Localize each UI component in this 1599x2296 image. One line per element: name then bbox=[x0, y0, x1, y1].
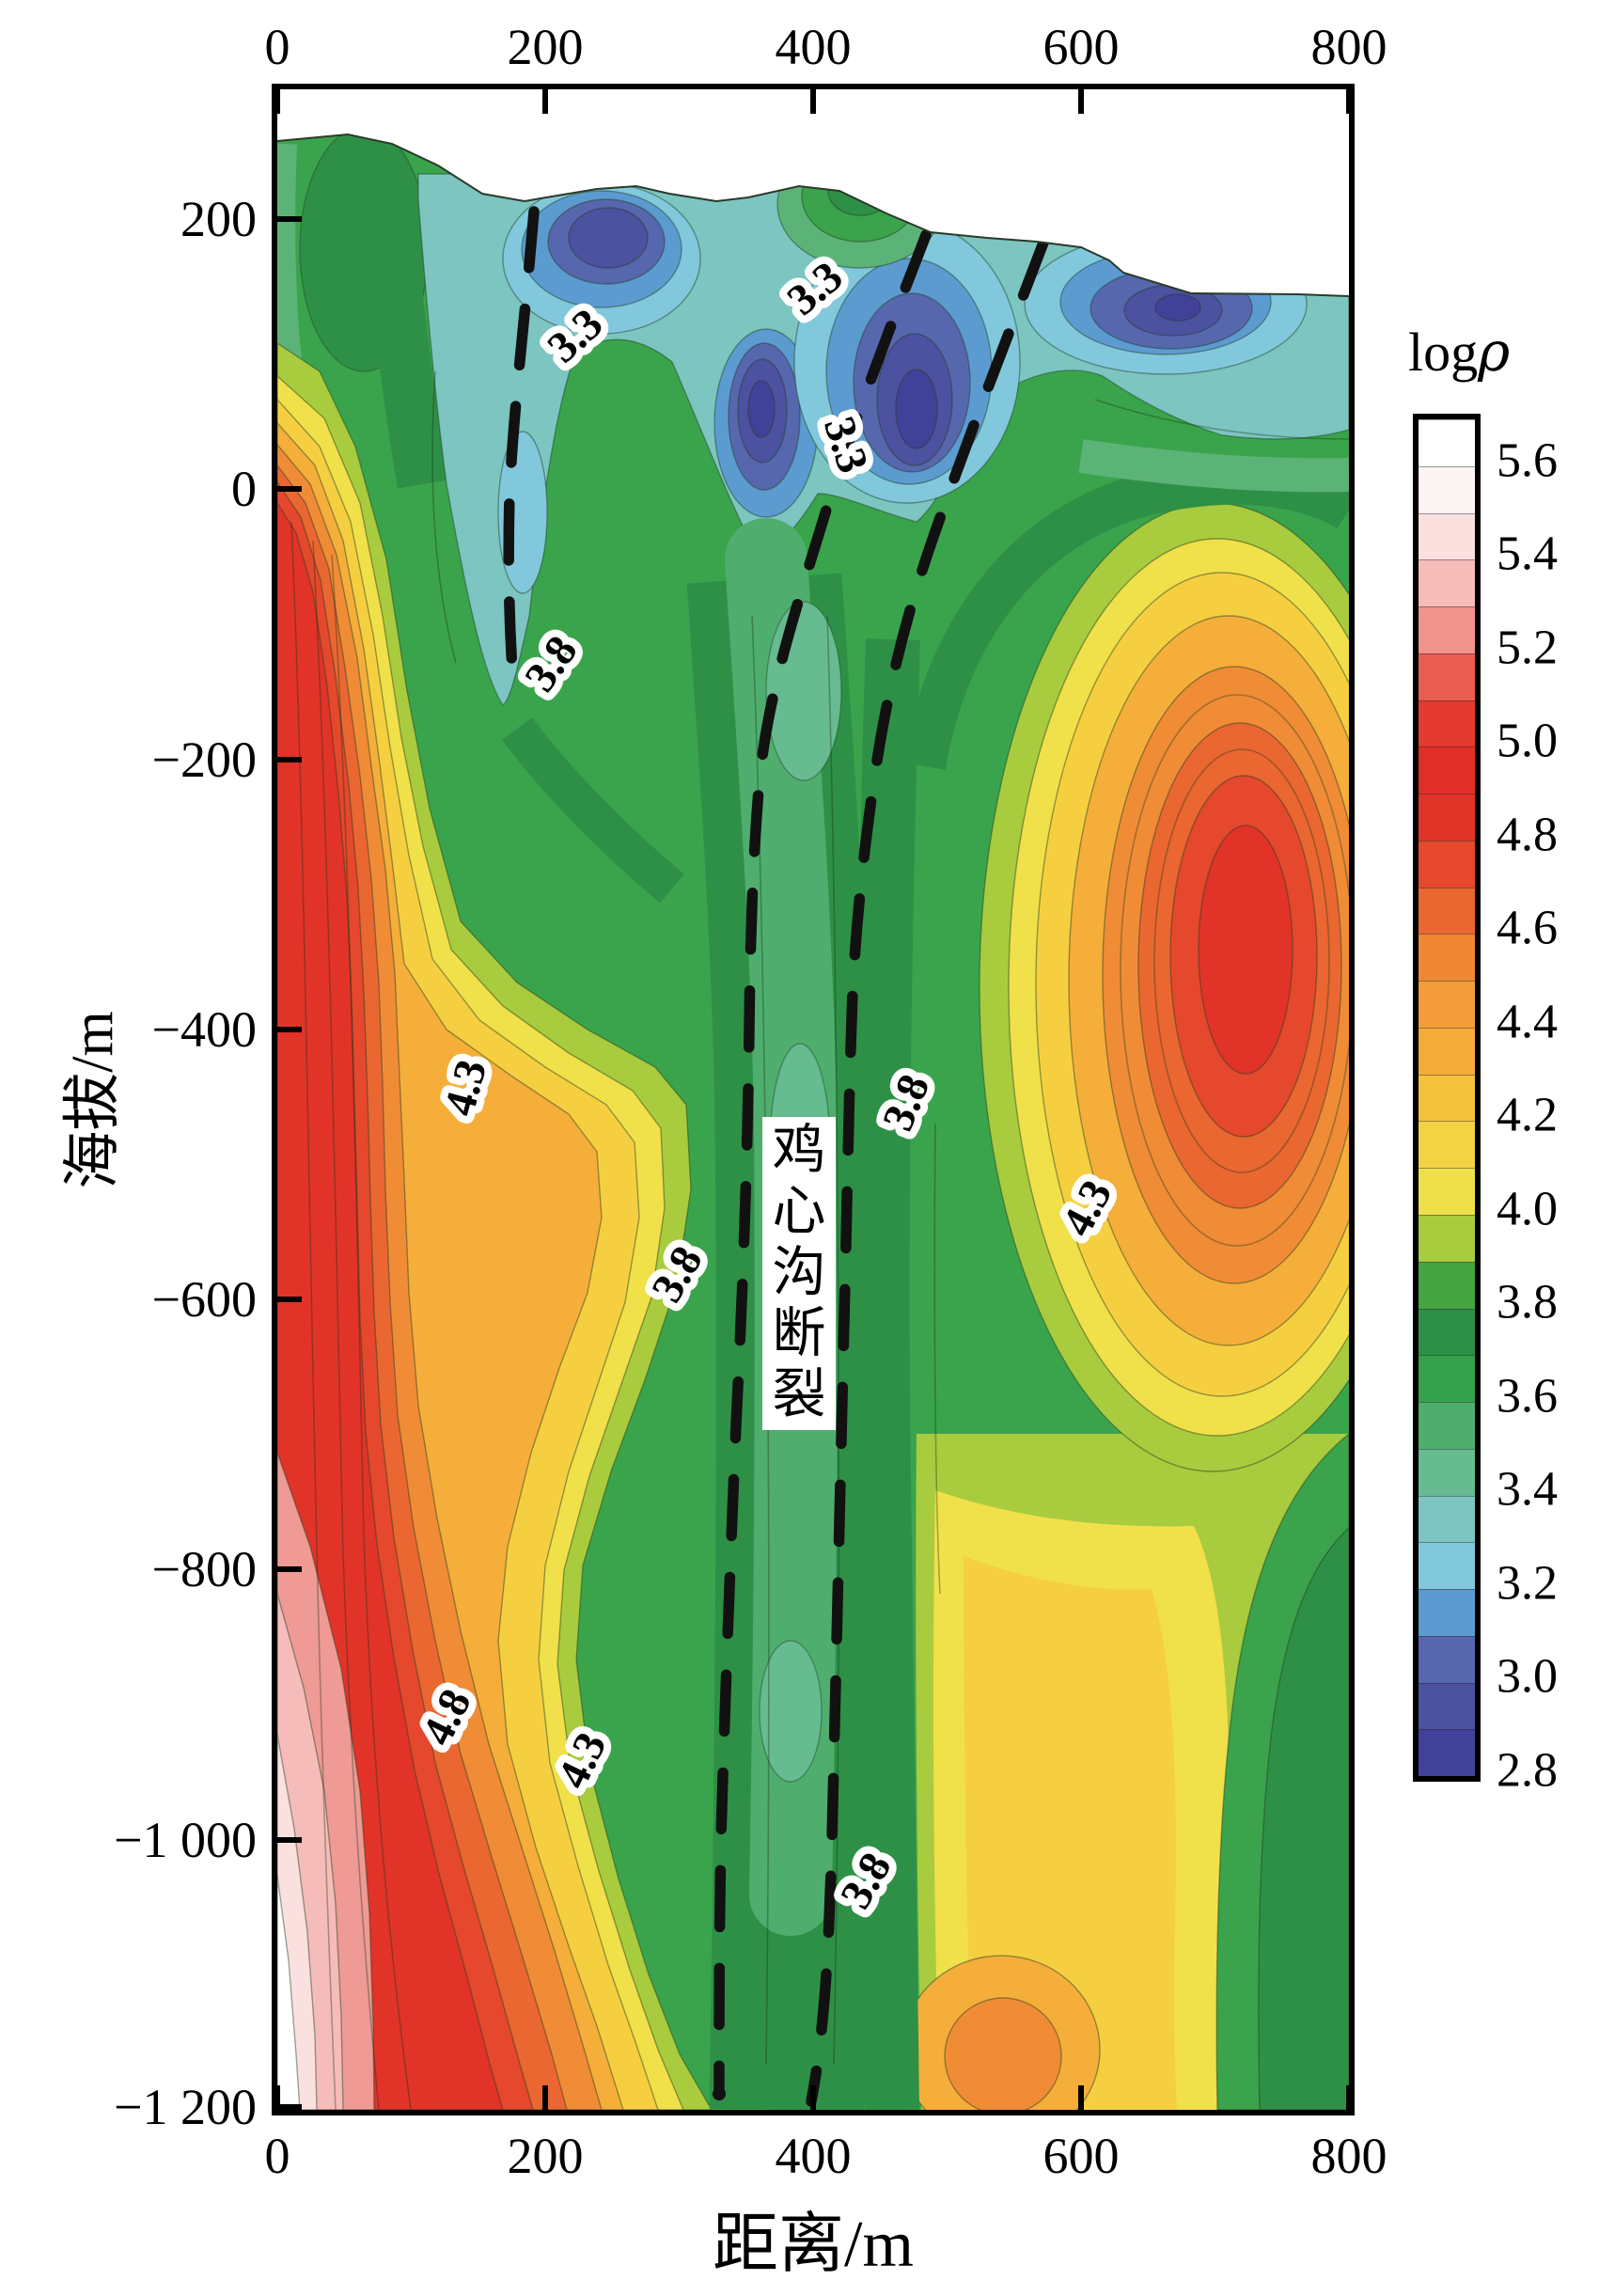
colorbar-segment bbox=[1419, 1448, 1475, 1496]
x-tick-top bbox=[542, 89, 548, 114]
y-tick-label: −600 bbox=[151, 1271, 257, 1329]
colorbar-tick-label: 3.6 bbox=[1497, 1369, 1558, 1423]
colorbar-segment bbox=[1419, 794, 1475, 841]
colorbar-segment bbox=[1419, 1074, 1475, 1122]
fault-name-label: 鸡心沟断裂 bbox=[762, 1117, 836, 1430]
y-tick-left bbox=[277, 756, 302, 763]
y-tick-label: −1 200 bbox=[114, 2079, 257, 2135]
colorbar-tick-label: 4.0 bbox=[1497, 1182, 1558, 1236]
plot-frame bbox=[272, 84, 1355, 2115]
colorbar-tick-label: 5.2 bbox=[1497, 621, 1558, 675]
colorbar-segment bbox=[1419, 840, 1475, 888]
colorbar-tick-label: 3.0 bbox=[1497, 1649, 1558, 1704]
colorbar-segment bbox=[1419, 1542, 1475, 1590]
y-tick-label: −400 bbox=[151, 1000, 257, 1058]
colorbar-tick-label: 2.8 bbox=[1497, 1743, 1558, 1798]
y-tick-label: −200 bbox=[151, 731, 257, 788]
x-tick-bottom bbox=[810, 2085, 816, 2110]
colorbar-segment bbox=[1419, 1729, 1475, 1777]
colorbar-segment bbox=[1419, 1402, 1475, 1449]
fault-trace-right bbox=[806, 237, 1049, 2107]
colorbar-tick-label: 4.8 bbox=[1497, 808, 1558, 862]
y-tick-label: 0 bbox=[231, 461, 257, 518]
colorbar-segment bbox=[1419, 606, 1475, 653]
x-tick-label-bottom: 0 bbox=[264, 2128, 290, 2184]
colorbar-segment bbox=[1419, 465, 1475, 513]
colorbar-segment bbox=[1419, 653, 1475, 700]
y-tick-left bbox=[277, 215, 302, 222]
colorbar-segment bbox=[1419, 887, 1475, 935]
colorbar-segment bbox=[1419, 1215, 1475, 1262]
x-tick-bottom bbox=[1346, 2085, 1352, 2110]
x-tick-bottom bbox=[542, 2085, 548, 2110]
x-tick-label-top: 400 bbox=[775, 19, 852, 75]
colorbar-tick-label: 5.4 bbox=[1497, 527, 1558, 581]
x-tick-top bbox=[1346, 89, 1352, 114]
y-tick-left bbox=[277, 1026, 302, 1032]
colorbar-segment bbox=[1419, 419, 1475, 466]
x-tick-label-top: 600 bbox=[1042, 19, 1120, 75]
y-axis-title: 海拔/m bbox=[61, 1011, 125, 1189]
y-tick-left bbox=[277, 1836, 302, 1843]
y-tick-label: −800 bbox=[151, 1541, 257, 1598]
colorbar-segment bbox=[1419, 512, 1475, 560]
y-tick-label: 200 bbox=[180, 190, 257, 247]
x-tick-label-top: 0 bbox=[264, 19, 290, 75]
x-tick-label-bottom: 200 bbox=[507, 2128, 584, 2184]
colorbar-segment bbox=[1419, 700, 1475, 747]
colorbar-tick-label: 4.4 bbox=[1497, 995, 1558, 1049]
colorbar-segment bbox=[1419, 1121, 1475, 1169]
y-tick-left bbox=[277, 2104, 302, 2110]
fault-trace-lines bbox=[503, 206, 1049, 2107]
colorbar-segment bbox=[1419, 1495, 1475, 1543]
x-tick-label-bottom: 400 bbox=[775, 2128, 852, 2184]
colorbar-tick-label: 5.0 bbox=[1497, 714, 1558, 768]
x-tick-top bbox=[274, 89, 280, 114]
colorbar-segment bbox=[1419, 747, 1475, 794]
colorbar-segment bbox=[1419, 934, 1475, 982]
colorbar-tick-label: 3.8 bbox=[1497, 1275, 1558, 1329]
colorbar-tick-label: 4.2 bbox=[1497, 1088, 1558, 1142]
x-tick-top bbox=[1078, 89, 1084, 114]
colorbar-title: logρ bbox=[1408, 320, 1511, 384]
colorbar bbox=[1413, 414, 1481, 1782]
y-tick-left bbox=[277, 1297, 302, 1303]
contour-plot: 3.33.33.33.84.3 3.84.33.84.84.33.8 bbox=[277, 133, 1349, 2110]
colorbar-segment bbox=[1419, 559, 1475, 607]
colorbar-segment bbox=[1419, 1261, 1475, 1309]
colorbar-tick-label: 3.4 bbox=[1497, 1462, 1558, 1517]
x-tick-label-bottom: 800 bbox=[1310, 2128, 1387, 2184]
colorbar-segment bbox=[1419, 1308, 1475, 1356]
colorbar-segment bbox=[1419, 981, 1475, 1028]
colorbar-tick-label: 3.2 bbox=[1497, 1556, 1558, 1611]
x-tick-top bbox=[810, 89, 816, 114]
x-tick-label-top: 200 bbox=[507, 19, 584, 75]
x-tick-bottom bbox=[1078, 2085, 1084, 2110]
y-tick-left bbox=[277, 486, 302, 493]
fault-trace-short bbox=[503, 206, 540, 676]
fault-trace-left bbox=[713, 229, 932, 2098]
x-axis-title: 距离/m bbox=[713, 2209, 914, 2281]
colorbar-segment bbox=[1419, 1168, 1475, 1216]
x-tick-label-top: 800 bbox=[1310, 19, 1387, 75]
colorbar-tick-label: 5.6 bbox=[1497, 433, 1558, 488]
y-tick-left bbox=[277, 1566, 302, 1573]
colorbar-segment bbox=[1419, 1355, 1475, 1403]
x-tick-bottom bbox=[274, 2085, 280, 2110]
y-tick-label: −1 000 bbox=[114, 1811, 257, 1868]
topography-line bbox=[277, 133, 1349, 297]
colorbar-segment bbox=[1419, 1027, 1475, 1075]
colorbar-tick-label: 4.6 bbox=[1497, 901, 1558, 955]
colorbar-segment bbox=[1419, 1682, 1475, 1730]
x-tick-label-bottom: 600 bbox=[1042, 2128, 1120, 2184]
colorbar-segment bbox=[1419, 1589, 1475, 1636]
colorbar-segment bbox=[1419, 1635, 1475, 1683]
